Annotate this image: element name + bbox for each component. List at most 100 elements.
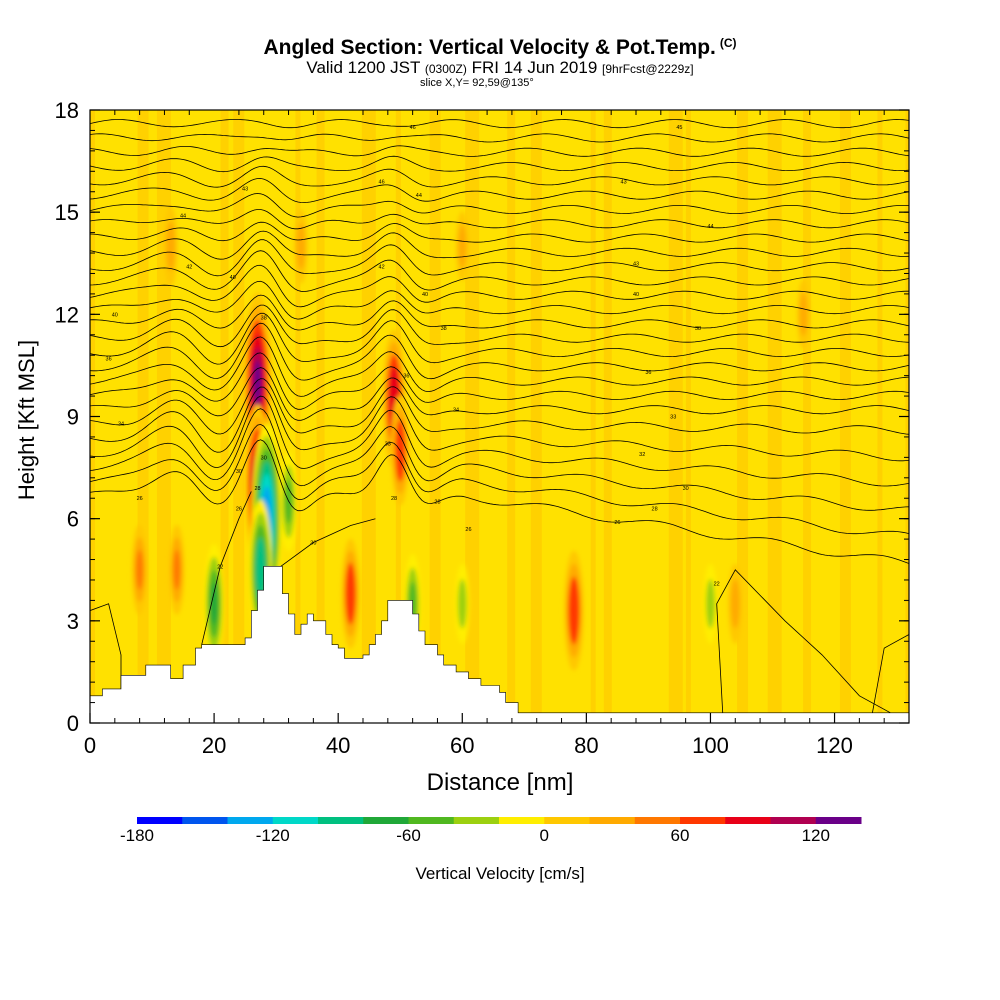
contour-label: 33 xyxy=(670,415,676,421)
contour-label: 43 xyxy=(621,180,627,186)
theta-contour xyxy=(90,177,909,204)
contour-label: 30 xyxy=(310,541,316,547)
background-streak xyxy=(507,110,516,723)
velocity-core xyxy=(730,579,740,629)
velocity-core xyxy=(458,224,467,268)
theta-contour xyxy=(90,133,909,143)
y-tick-label: 12 xyxy=(55,302,79,327)
colorbar-swatch xyxy=(272,817,319,824)
contour-label: 45 xyxy=(676,125,682,131)
colorbar-swatch xyxy=(725,817,771,824)
contour-label: 38 xyxy=(261,316,267,322)
colorbar xyxy=(137,817,862,824)
colorbar-tick-label: 0 xyxy=(539,826,549,845)
theta-contour xyxy=(90,367,909,421)
contour-label: 40 xyxy=(112,312,118,318)
theta-contour xyxy=(90,322,909,381)
velocity-core xyxy=(257,549,264,590)
theta-contour xyxy=(90,336,909,397)
colorbar-swatch xyxy=(137,817,183,824)
colorbar-tick-label: -120 xyxy=(255,826,290,845)
contour-label: 34 xyxy=(118,421,124,427)
y-tick-label: 6 xyxy=(67,507,79,532)
velocity-core xyxy=(254,360,261,405)
theta-contour xyxy=(201,491,252,645)
colorbar-tick-label: -60 xyxy=(396,826,421,845)
background-streak xyxy=(465,110,480,723)
contour-label: 34 xyxy=(453,408,459,414)
contour-label: 22 xyxy=(714,581,720,587)
background-streak xyxy=(530,110,542,723)
slice-label: slice X,Y= 92,59@135° xyxy=(420,77,534,89)
velocity-core xyxy=(570,589,578,632)
contour-label: 43 xyxy=(633,261,639,267)
colorbar-swatch xyxy=(318,817,364,824)
velocity-core xyxy=(136,549,144,590)
background-streak xyxy=(220,110,229,723)
contour-label: 36 xyxy=(403,374,409,380)
theta-contour xyxy=(90,250,909,292)
velocity-core xyxy=(166,221,176,271)
theta-contour xyxy=(90,304,909,348)
colorbar-swatch xyxy=(815,817,862,824)
chart-title-suffix: (C) xyxy=(719,36,737,50)
contour-label: 44 xyxy=(707,224,713,230)
x-tick-label: 20 xyxy=(202,733,226,758)
velocity-core xyxy=(210,582,218,625)
contour-label: 42 xyxy=(186,265,192,271)
contour-label: 28 xyxy=(652,506,658,512)
contour-label: 26 xyxy=(137,496,143,502)
colorbar-swatch xyxy=(453,817,500,824)
theta-contour xyxy=(90,230,909,260)
chart-title-text: Angled Section: Vertical Velocity & Pot.… xyxy=(263,36,716,59)
contour-label: 30 xyxy=(261,455,267,461)
colorbar-tick-label: -180 xyxy=(119,826,155,845)
background-streak xyxy=(767,110,782,723)
y-tick-label: 9 xyxy=(67,405,79,430)
x-tick-label: 120 xyxy=(816,733,853,758)
chart-title: Angled Section: Vertical Velocity & Pot.… xyxy=(0,36,1000,60)
theta-contour xyxy=(90,294,909,331)
theta-contour xyxy=(90,408,909,511)
theta-contour xyxy=(90,145,909,157)
background-streak xyxy=(316,110,325,723)
theta-contour xyxy=(90,280,909,320)
background-streak xyxy=(295,110,301,723)
colorbar-swatch xyxy=(544,817,590,824)
background-streak xyxy=(429,110,441,723)
theta-contour xyxy=(90,221,909,243)
contour-label: 44 xyxy=(180,214,186,220)
colorbar-swatch xyxy=(182,817,228,824)
background-streak xyxy=(603,110,612,723)
terrain xyxy=(90,565,909,723)
theta-contour xyxy=(90,193,909,218)
contour-label: 46 xyxy=(410,125,416,131)
contour-label: 42 xyxy=(379,265,385,271)
velocity-core xyxy=(347,574,354,613)
contour-label: 28 xyxy=(434,500,440,506)
contour-label: 30 xyxy=(236,469,242,475)
colorbar-swatch xyxy=(770,817,817,824)
colorbar-tick-label: 120 xyxy=(801,826,830,845)
y-tick-label: 18 xyxy=(55,98,79,123)
theta-contour-labels: 44 43 46 46 44 43 45 44 42 40 42 43 40 40 40 38 38 38 36 36… xyxy=(106,125,720,587)
contour-label: 43 xyxy=(242,186,248,192)
theta-contour xyxy=(90,239,909,277)
colorbar-swatch xyxy=(499,817,545,824)
contour-label: 40 xyxy=(230,275,236,281)
colorbar-swatch xyxy=(634,817,681,824)
contour-label: 44 xyxy=(416,193,422,199)
colorbar-swatch xyxy=(408,817,455,824)
theta-contour xyxy=(90,439,909,564)
colorbar-swatch xyxy=(363,817,409,824)
contour-label: 26 xyxy=(614,520,620,526)
theta-contour xyxy=(716,569,897,717)
theta-contour xyxy=(90,386,909,462)
colorbar-tick-label: 60 xyxy=(670,826,690,845)
subtitle-valid-time: Valid 1200 JST xyxy=(306,58,421,77)
x-tick-label: 0 xyxy=(84,733,96,758)
x-tick-label: 60 xyxy=(450,733,474,758)
contour-label: 26 xyxy=(236,506,242,512)
